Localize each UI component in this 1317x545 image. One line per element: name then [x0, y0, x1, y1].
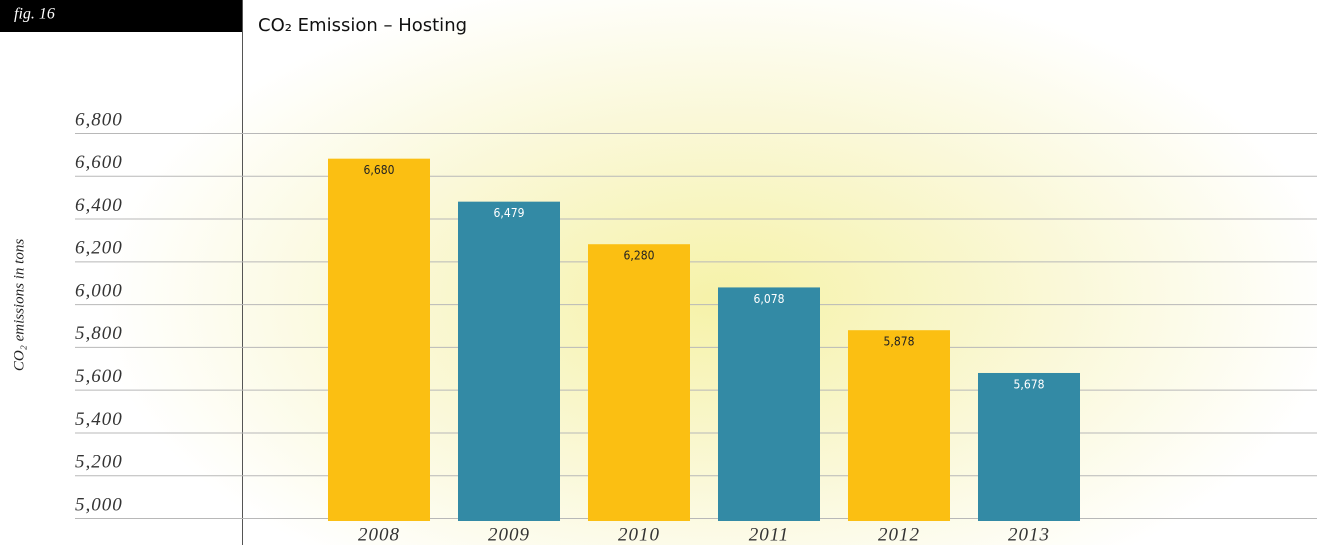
y-tick-label: 6,400	[75, 195, 123, 216]
value-label: 6,680	[364, 163, 395, 177]
x-tick-label: 2008	[358, 524, 400, 545]
y-tick-label: 6,800	[75, 109, 123, 130]
x-tick-label: 2013	[1008, 524, 1050, 545]
bar	[718, 287, 820, 521]
bar	[848, 330, 950, 521]
value-label: 6,479	[494, 206, 525, 220]
bar	[458, 201, 560, 522]
x-tick-label: 2010	[618, 524, 660, 545]
value-label: 6,280	[624, 249, 655, 263]
chart-title: CO₂ Emission – Hosting	[258, 15, 467, 36]
y-tick-label: 5,200	[75, 452, 123, 473]
y-tick-label: 5,600	[75, 366, 123, 387]
y-tick-label: 6,600	[75, 152, 123, 173]
x-tick-label: 2009	[488, 524, 530, 545]
figure-label-box	[0, 0, 242, 32]
y-tick-label: 5,800	[75, 323, 123, 344]
x-tick-label: 2011	[749, 524, 790, 545]
y-tick-label: 6,200	[75, 238, 123, 259]
figure-label: fig. 16	[14, 6, 55, 23]
value-label: 6,078	[754, 292, 785, 306]
value-label: 5,678	[1014, 377, 1045, 391]
y-tick-label: 5,000	[75, 494, 123, 515]
value-label: 5,878	[884, 335, 915, 349]
bar	[328, 158, 430, 521]
y-tick-label: 6,000	[75, 280, 123, 301]
y-axis-label: CO₂ emissions in tons	[11, 239, 27, 371]
x-tick-label: 2012	[878, 524, 920, 545]
bar	[588, 244, 690, 521]
y-tick-label: 5,400	[75, 409, 123, 430]
bar	[978, 372, 1080, 521]
